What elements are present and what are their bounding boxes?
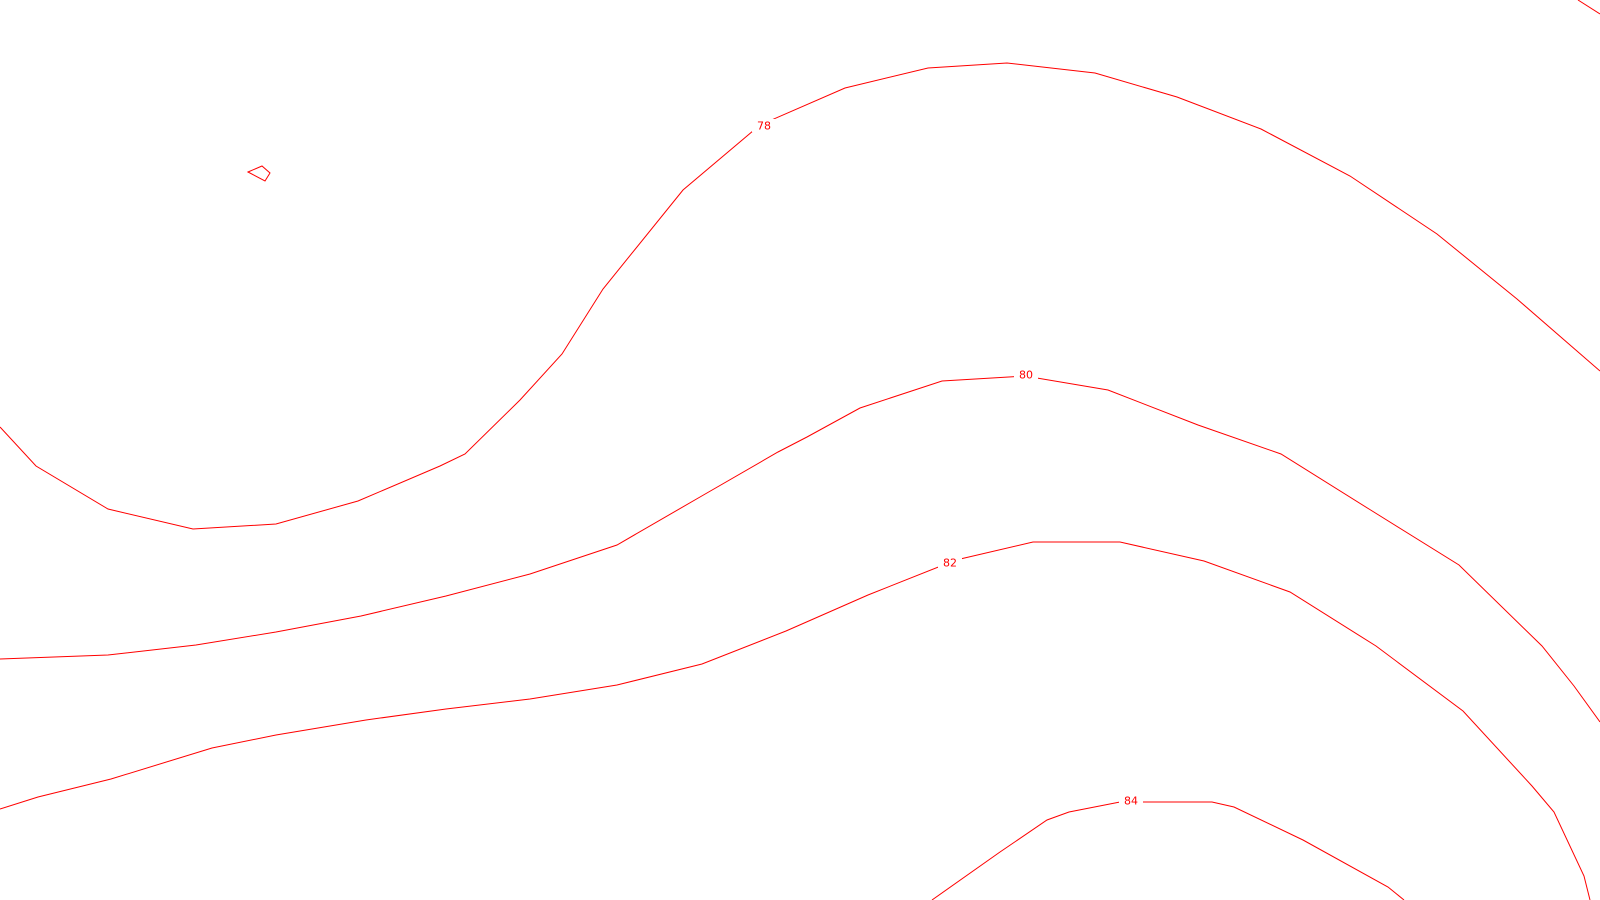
contour-label-80: 80	[1019, 369, 1033, 382]
contour-line-82	[0, 541, 1591, 900]
contour-label-84: 84	[1124, 795, 1138, 808]
contour-label-78: 78	[757, 120, 771, 133]
contour-label-80-bg	[1014, 368, 1038, 381]
contour-label-80-group: 80	[1014, 368, 1038, 382]
contour-label-82: 82	[943, 557, 957, 570]
contour-line-corner	[1577, 0, 1600, 15]
contour-label-84-bg	[1119, 794, 1143, 807]
contour-label-84-group: 84	[1119, 794, 1143, 808]
contour-label-78-group: 78	[752, 119, 776, 133]
contour-line-84	[931, 801, 1405, 900]
contour-line-80	[0, 375, 1600, 723]
contour-line-78	[0, 62, 1600, 530]
contour-label-82-bg	[938, 556, 962, 569]
contour-label-78-bg	[752, 119, 776, 132]
contour-label-82-group: 82	[938, 556, 962, 570]
contour-loop-small	[246, 165, 271, 182]
